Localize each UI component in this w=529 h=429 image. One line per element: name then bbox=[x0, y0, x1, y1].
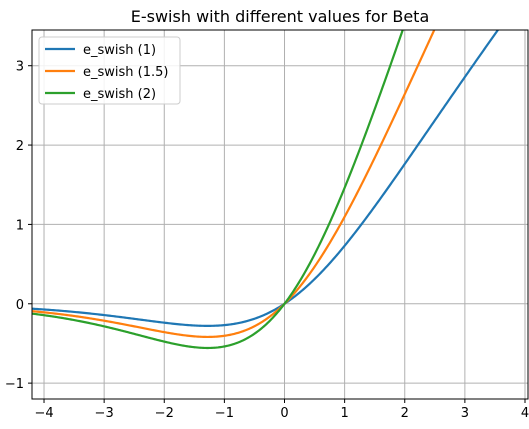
legend: e_swish (1) e_swish (1.5) e_swish (2) bbox=[38, 36, 181, 105]
legend-label-3: e_swish (2) bbox=[83, 87, 156, 102]
legend-label-1: e_swish (1) bbox=[83, 43, 156, 58]
legend-box bbox=[38, 36, 181, 105]
x-tick-label: 2 bbox=[401, 406, 409, 421]
x-tick-label: 4 bbox=[521, 406, 529, 421]
series-lines bbox=[32, 30, 500, 350]
y-tick-label: 2 bbox=[16, 139, 24, 154]
y-tick-label: −1 bbox=[5, 377, 24, 392]
y-tick-label: 3 bbox=[16, 60, 24, 75]
x-tick-label: 0 bbox=[280, 406, 288, 421]
x-tick-label: 1 bbox=[340, 406, 348, 421]
x-tick-label: −2 bbox=[155, 406, 174, 421]
x-tick-label: 3 bbox=[461, 406, 469, 421]
x-tick-label: −4 bbox=[34, 406, 53, 421]
plot-frame bbox=[31, 29, 529, 400]
x-tick-label: −1 bbox=[215, 406, 234, 421]
y-tick-label: 1 bbox=[16, 218, 24, 233]
legend-label-2: e_swish (1.5) bbox=[83, 65, 168, 80]
chart-title: E-swish with different values for Beta bbox=[131, 7, 430, 26]
y-tick-label: 0 bbox=[16, 298, 24, 313]
ticks: −4 −3 −2 −1 0 1 2 3 4 −1 0 1 2 3 bbox=[5, 60, 529, 421]
series-line-3 bbox=[32, 30, 404, 350]
x-tick-label: −3 bbox=[95, 406, 114, 421]
